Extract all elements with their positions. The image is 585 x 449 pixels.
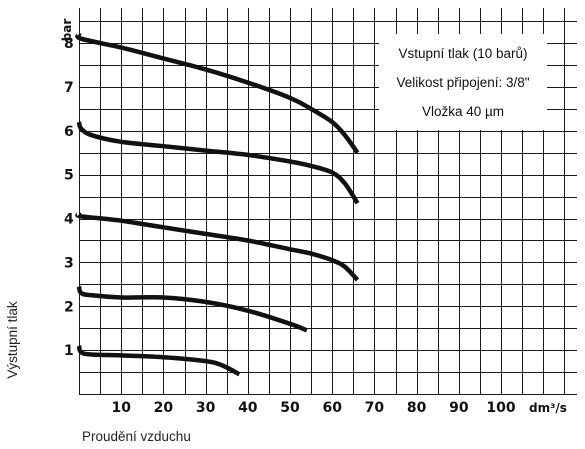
- y-tick-label: 6: [64, 124, 74, 140]
- y-tick-label: 8: [64, 36, 74, 52]
- series-line-4: [76, 285, 308, 333]
- x-tick-label: 40: [238, 400, 258, 416]
- x-tick-label: 20: [154, 400, 174, 416]
- series-line-1: [75, 32, 360, 155]
- annotation-connection-size: Velikost připojení: 3/8": [396, 75, 529, 90]
- y-tick-label: 1: [64, 343, 74, 359]
- series-group: [75, 32, 360, 377]
- annotation-box-background: [379, 34, 547, 130]
- annotation-filter-element: Vložka 40 µm: [422, 104, 504, 119]
- tick-labels: 10 20 30 40 50 60 70 80 90 100 1 2 3 4 5 6 7 8: [64, 36, 516, 416]
- series-line-3: [75, 211, 360, 282]
- x-axis-unit: dm³/s: [529, 401, 567, 415]
- series-line-2: [76, 121, 360, 205]
- x-tick-label: 30: [196, 400, 216, 416]
- y-axis-unit: bar: [60, 19, 74, 42]
- x-tick-label: 50: [280, 400, 300, 416]
- series-line-5: [76, 344, 241, 377]
- x-tick-label: 80: [407, 400, 427, 416]
- x-tick-label: 90: [449, 400, 469, 416]
- plot-frame: [79, 8, 577, 395]
- x-tick-label: 60: [322, 400, 342, 416]
- y-tick-label: 2: [64, 299, 74, 315]
- y-tick-label: 5: [64, 168, 74, 184]
- annotation-box: Vstupní tlak (10 barů) Velikost připojen…: [379, 34, 547, 130]
- x-tick-label: 70: [365, 400, 385, 416]
- y-tick-label: 4: [64, 212, 74, 228]
- y-tick-label: 3: [64, 255, 74, 271]
- y-axis-title: Výstupní tlak: [5, 301, 20, 379]
- x-axis-title: Proudění vzduchu: [82, 429, 191, 444]
- x-tick-label: 100: [486, 400, 515, 416]
- x-tick-label: 10: [111, 400, 131, 416]
- y-tick-label: 7: [64, 80, 74, 96]
- annotation-inlet-pressure: Vstupní tlak (10 barů): [398, 46, 527, 61]
